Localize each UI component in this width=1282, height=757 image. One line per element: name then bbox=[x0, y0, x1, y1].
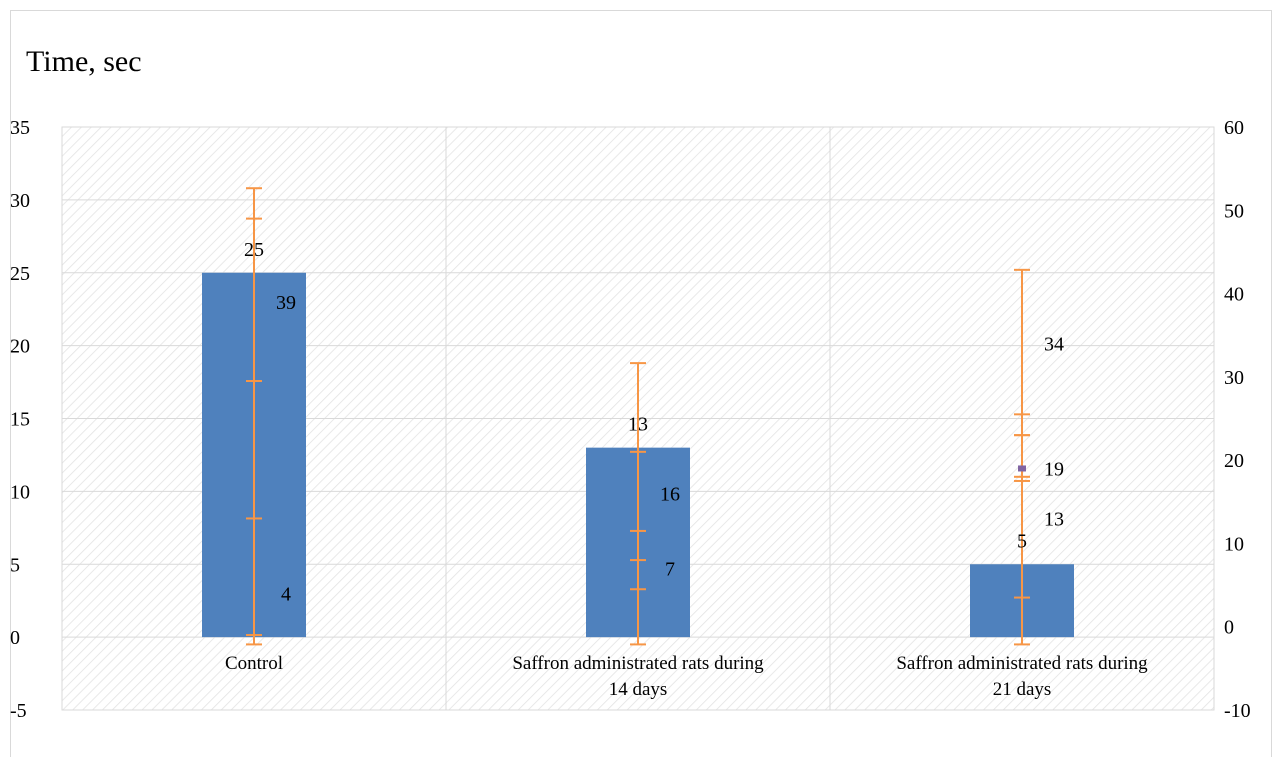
markers bbox=[1018, 465, 1026, 472]
secondary-tick-label: 0 bbox=[1224, 617, 1234, 639]
primary-tick-label: 5 bbox=[10, 554, 20, 576]
data-label: 4 bbox=[281, 583, 291, 605]
category-label: 14 days bbox=[609, 679, 668, 700]
data-label: 7 bbox=[665, 558, 675, 580]
series-marker bbox=[1018, 465, 1026, 472]
primary-tick-label: 35 bbox=[10, 117, 30, 139]
data-label: 34 bbox=[1044, 334, 1064, 356]
primary-tick-label: -5 bbox=[10, 700, 27, 722]
primary-tick-label: 25 bbox=[10, 263, 30, 285]
data-labels: 25 13 5 39 16 19 4 7 13 34 bbox=[244, 239, 1064, 606]
secondary-tick-label: 60 bbox=[1224, 117, 1244, 139]
data-label: 39 bbox=[276, 292, 296, 314]
secondary-axis-ticks: 60 50 40 30 20 10 0 -10 bbox=[1224, 117, 1251, 722]
secondary-tick-label: 30 bbox=[1224, 367, 1244, 389]
secondary-tick-label: 20 bbox=[1224, 450, 1244, 472]
category-label: Control bbox=[225, 653, 283, 674]
data-label: 19 bbox=[1044, 458, 1064, 480]
category-label: Saffron administrated rats during bbox=[896, 653, 1148, 674]
secondary-tick-label: 50 bbox=[1224, 200, 1244, 222]
chart-title: Time, sec bbox=[26, 45, 142, 78]
data-label: 5 bbox=[1017, 530, 1027, 552]
data-label: 16 bbox=[660, 483, 680, 505]
secondary-tick-label: 40 bbox=[1224, 284, 1244, 306]
secondary-tick-label: -10 bbox=[1224, 700, 1251, 722]
primary-tick-label: 0 bbox=[10, 627, 20, 649]
primary-tick-label: 30 bbox=[10, 190, 30, 212]
category-labels: Control Saffron administrated rats during… bbox=[225, 653, 1148, 700]
data-label: 25 bbox=[244, 239, 264, 261]
primary-tick-label: 20 bbox=[10, 336, 30, 358]
primary-axis-ticks: 35 30 25 20 15 10 5 0 -5 bbox=[10, 117, 30, 722]
secondary-tick-label: 10 bbox=[1224, 533, 1244, 555]
chart-frame bbox=[10, 10, 1272, 757]
category-label: Saffron administrated rats during bbox=[512, 653, 764, 674]
primary-tick-label: 15 bbox=[10, 409, 30, 431]
data-label: 13 bbox=[1044, 508, 1064, 530]
data-label: 13 bbox=[628, 414, 648, 436]
primary-tick-label: 10 bbox=[10, 481, 30, 503]
category-label: 21 days bbox=[993, 679, 1052, 700]
error-bars bbox=[246, 187, 1030, 646]
